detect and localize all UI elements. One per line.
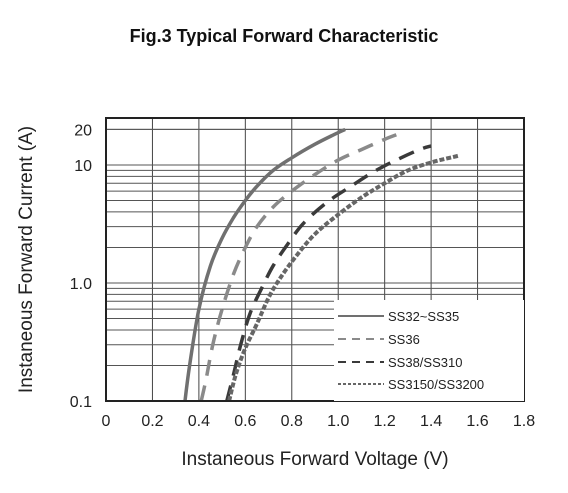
x-tick-label: 0 — [102, 413, 111, 430]
x-tick-label: 1.4 — [420, 413, 442, 430]
y-tick-label: 1.0 — [70, 276, 92, 293]
x-tick-label: 0.2 — [141, 413, 163, 430]
series-line-1 — [183, 127, 346, 402]
y-axis-label: Instaneous Forward Current (A) — [16, 126, 37, 393]
legend-label-1: SS32~SS35 — [388, 309, 459, 324]
chart-title: Fig.3 Typical Forward Characteristic — [129, 26, 439, 46]
plot-frame — [105, 117, 525, 402]
legend-label-3: SS38/SS310 — [388, 355, 462, 370]
x-tick-label: 1.0 — [327, 413, 349, 430]
y-tick-label: 20 — [74, 122, 92, 139]
legend: SS32~SS35 SS36 SS38/SS310 SS3150/SS3200 — [334, 300, 524, 401]
x-tick-label: 0.4 — [188, 413, 210, 430]
x-axis-label: Instaneous Forward Voltage (V) — [181, 449, 448, 470]
legend-label-2: SS36 — [388, 332, 420, 347]
tick-labels: 0 0.2 0.4 0.6 0.8 1.0 1.2 1.4 1.6 1.8 0.1 1.0 10 20 — [70, 122, 535, 430]
x-tick-label: 1.6 — [466, 413, 488, 430]
y-tick-label: 0.1 — [70, 394, 92, 411]
series-layer — [183, 127, 460, 402]
series-line-2 — [199, 133, 397, 402]
x-tick-label: 0.6 — [234, 413, 256, 430]
x-tick-label: 1.8 — [513, 413, 535, 430]
x-tick-label: 0.8 — [281, 413, 303, 430]
legend-label-4: SS3150/SS3200 — [388, 377, 484, 392]
series-line-4 — [227, 153, 460, 402]
series-line-3 — [225, 144, 432, 402]
y-tick-label: 10 — [74, 158, 92, 175]
x-tick-label: 1.2 — [374, 413, 396, 430]
